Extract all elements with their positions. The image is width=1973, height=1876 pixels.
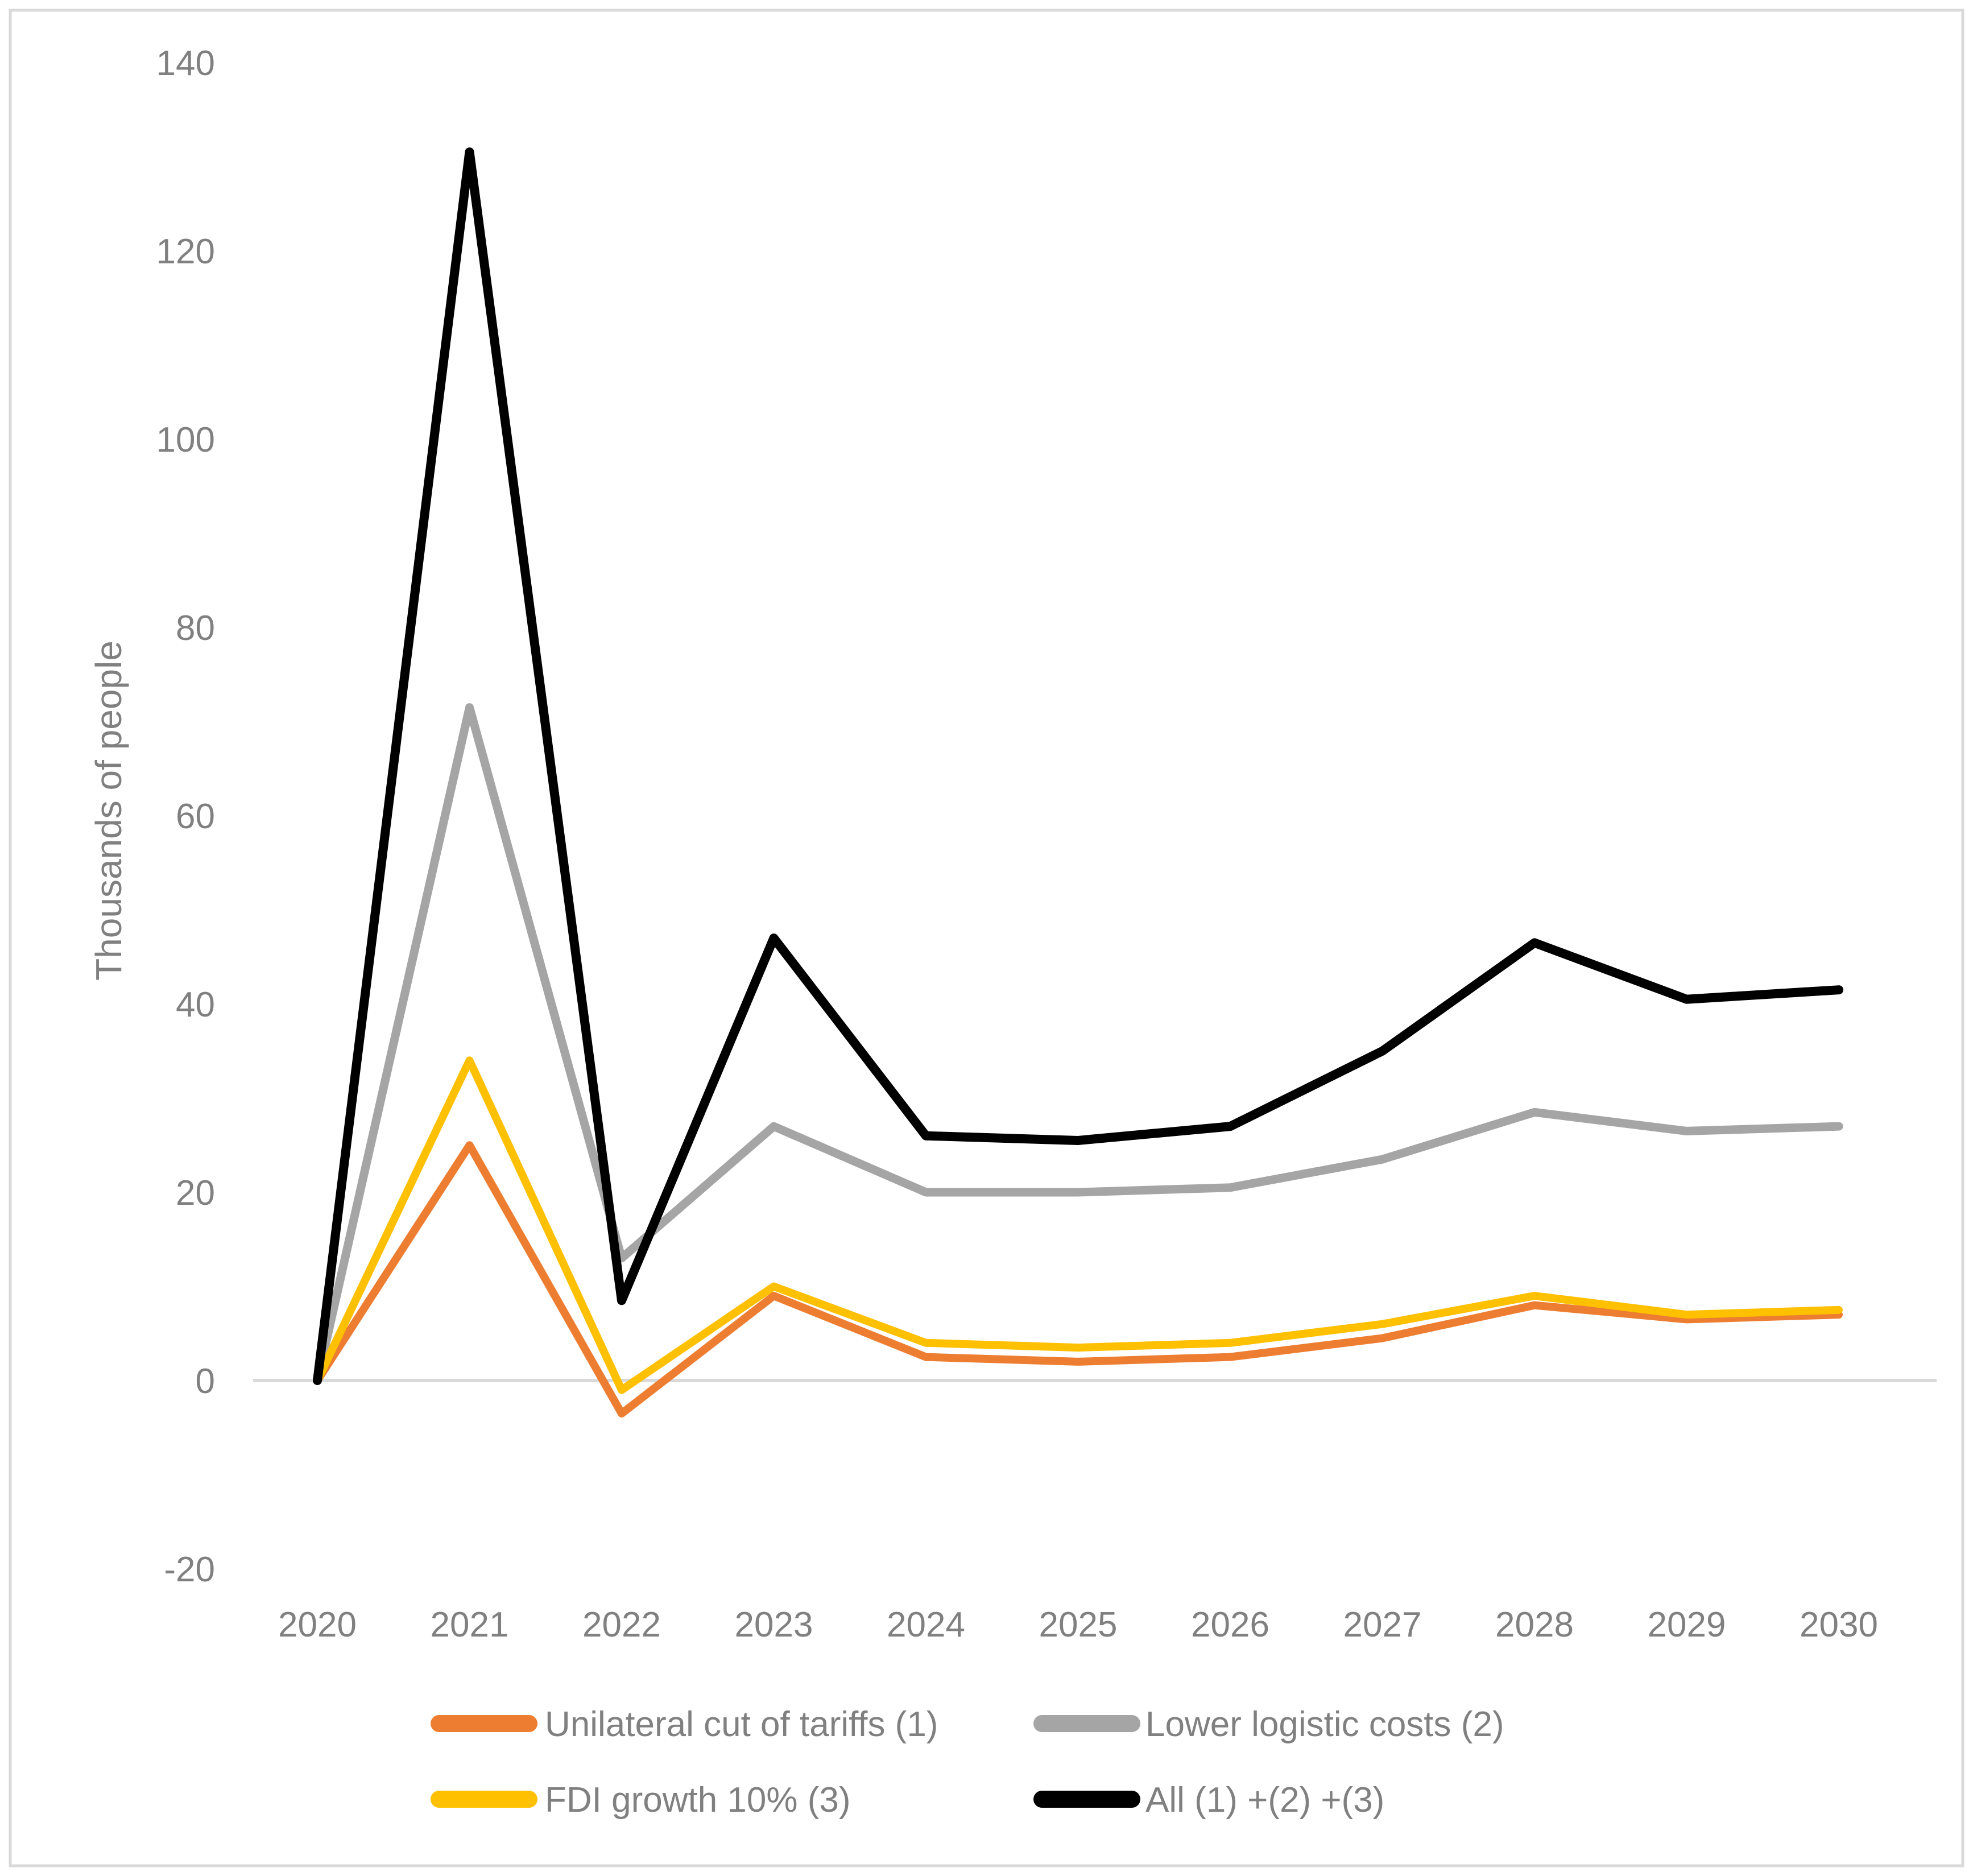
- y-axis-tick-label: 80: [176, 609, 215, 648]
- axis-layer: 140 120 100 80 60 40 20 0 -20 2020 2021 2022 2023 202…: [88, 44, 1878, 1644]
- x-axis-tick-label: 2024: [887, 1605, 965, 1644]
- series-line-fdi-growth-10-3: [313, 1056, 1843, 1394]
- x-axis-tick-label: 2021: [431, 1605, 509, 1644]
- series-line-lower-logistic-costs-2: [313, 703, 1843, 1385]
- y-axis-tick-label: 0: [196, 1362, 215, 1401]
- y-axis-tick-label: 20: [176, 1173, 215, 1213]
- x-axis-tick-label: 2028: [1495, 1605, 1574, 1644]
- y-axis-tick-label: 60: [176, 797, 215, 836]
- y-axis-tick-label: 140: [156, 44, 215, 83]
- y-axis-tick-label: 120: [156, 232, 215, 271]
- series-layer: [313, 147, 1843, 1418]
- series-line-all-1-2-3: [313, 147, 1843, 1385]
- legend-label-all-1-2-3: All (1) +(2) +(3): [1145, 1780, 1384, 1820]
- legend-layer: Unilateral cut of tariffs (1) Lower logis…: [431, 1705, 1504, 1820]
- x-axis-tick-label: 2025: [1039, 1605, 1118, 1644]
- x-axis-tick-label: 2022: [582, 1605, 661, 1644]
- chart-border: [9, 9, 1964, 1867]
- y-axis-title: Thousands of people: [88, 641, 129, 981]
- x-axis-tick-label: 2020: [278, 1605, 357, 1644]
- series-line-unilateral-cut-of-tariffs-1: [313, 1141, 1843, 1418]
- legend-label-fdi-growth-10-3: FDI growth 10% (3): [545, 1780, 851, 1820]
- x-axis-tick-label: 2027: [1343, 1605, 1422, 1644]
- y-axis-tick-label: 40: [176, 985, 215, 1024]
- legend-label-unilateral-cut-of-tariffs-1: Unilateral cut of tariffs (1): [545, 1705, 938, 1744]
- x-axis-tick-label: 2029: [1648, 1605, 1726, 1644]
- x-axis-tick-label: 2026: [1191, 1605, 1269, 1644]
- x-axis-tick-label: 2030: [1800, 1605, 1878, 1644]
- y-axis-tick-label: -20: [164, 1550, 215, 1589]
- y-axis-tick-label: 100: [156, 420, 215, 460]
- x-axis-tick-label: 2023: [735, 1605, 813, 1644]
- legend-label-lower-logistic-costs-2: Lower logistic costs (2): [1145, 1705, 1504, 1744]
